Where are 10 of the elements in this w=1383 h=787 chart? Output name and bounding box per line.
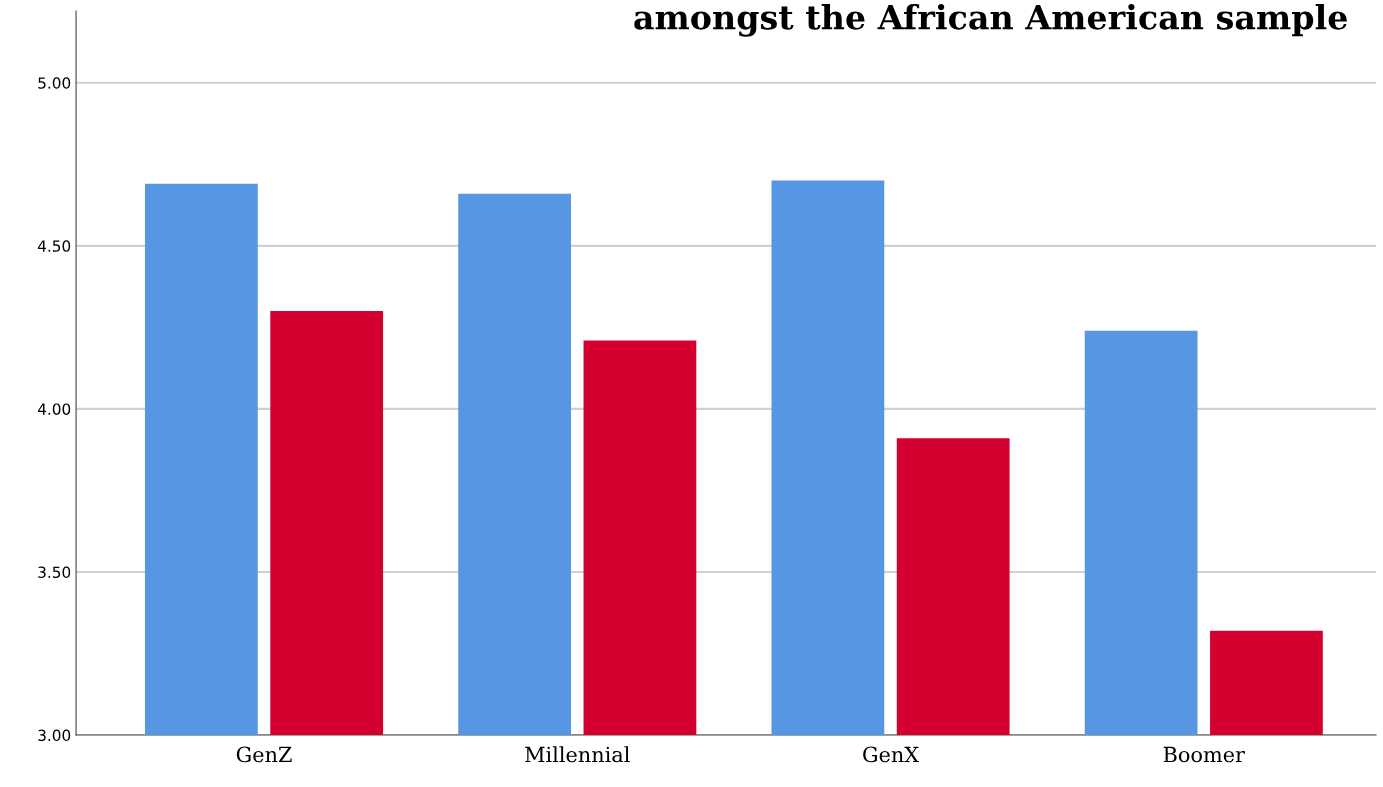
y-tick-label: 5.00 xyxy=(38,77,71,89)
y-tick-label: 3.00 xyxy=(38,729,71,742)
y-tick-label: 3.50 xyxy=(38,566,71,579)
y-tick-label: 4.00 xyxy=(37,403,71,415)
chart-title: amongst the African American sample xyxy=(634,3,1347,37)
x-tick-label: GenX xyxy=(863,746,920,763)
y-tick-label: 4.50 xyxy=(37,240,71,252)
x-tick-label: Millennial xyxy=(525,746,630,763)
x-tick-label: Boomer xyxy=(1163,746,1246,763)
x-tick-label: GenZ xyxy=(236,746,292,763)
